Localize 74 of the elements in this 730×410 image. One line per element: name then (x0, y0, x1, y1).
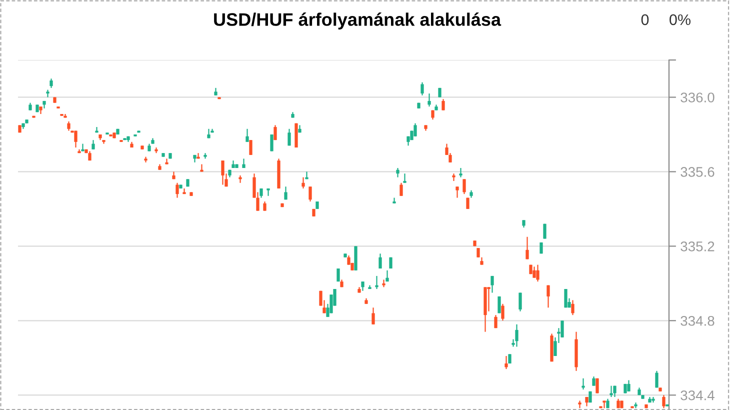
candlestick (305, 171, 308, 180)
candlestick (456, 186, 459, 198)
candlestick (252, 173, 256, 198)
candlestick (490, 275, 494, 294)
candlestick (536, 264, 540, 282)
candlestick (396, 167, 400, 178)
candlestick (302, 176, 305, 190)
candlestick (655, 370, 658, 388)
candlestick (274, 124, 277, 141)
candlestick (308, 186, 312, 202)
candlestick (592, 376, 596, 386)
candlestick (462, 178, 466, 195)
candlestick (200, 164, 204, 172)
candlestick (515, 324, 518, 348)
candlestick (74, 130, 78, 148)
candlestick (165, 158, 168, 165)
candlestick (445, 143, 448, 156)
candlestick (378, 253, 382, 270)
text: 0 (641, 14, 649, 26)
candlestick (420, 82, 424, 96)
candlestick (414, 122, 417, 137)
candlestick (508, 354, 512, 364)
candlestick (266, 188, 270, 196)
candlestick (176, 182, 179, 198)
candlestick (81, 143, 84, 152)
candlestick (442, 98, 445, 111)
candlestick (578, 400, 582, 409)
candlestick (602, 400, 606, 409)
candlestick (196, 152, 200, 160)
candlestick (46, 89, 50, 98)
candlestick (476, 247, 480, 258)
candlestick (662, 394, 666, 409)
candlestick (487, 286, 490, 312)
candlestick (284, 186, 288, 200)
candlestick (50, 78, 53, 88)
candlestick (532, 266, 536, 278)
candlestick (518, 292, 522, 312)
candlestick (154, 146, 158, 154)
candlestick (92, 140, 95, 150)
y-tick-label: 334.4 (680, 390, 714, 400)
candlestick (246, 128, 249, 142)
candlestick (526, 236, 529, 260)
candlestick (546, 284, 550, 308)
candlestick (249, 140, 252, 156)
chart-title: USD/HUF árfolyamának alakulása (214, 12, 502, 30)
text: 0% (670, 14, 690, 26)
y-tick-label: 335.6 (680, 167, 714, 177)
candlestick (288, 128, 291, 146)
candlestick (375, 275, 378, 290)
candlestick (610, 385, 613, 398)
candlestick (400, 182, 403, 196)
candlestick (382, 279, 386, 288)
candlestick (627, 380, 630, 392)
candlestick (336, 268, 340, 282)
candlestick (494, 314, 498, 329)
y-tick-label: 336.0 (680, 92, 714, 102)
candlestick (428, 92, 431, 108)
candlestick (501, 303, 504, 322)
y-tick-label: 334.8 (680, 316, 714, 326)
candlestick (242, 158, 246, 169)
candlestick (372, 307, 375, 325)
y-tick-label: 335.2 (680, 242, 714, 252)
candlestick (263, 200, 266, 212)
candlestick (67, 120, 70, 132)
candlestick (652, 396, 655, 404)
candlestick (452, 173, 456, 182)
candlestick (403, 173, 406, 184)
candlestick (582, 378, 585, 390)
candlestick (571, 300, 574, 316)
candlestick (238, 174, 242, 184)
candlestick (459, 167, 462, 178)
candlestick (504, 355, 508, 370)
candlestick (361, 280, 364, 292)
candlestick (221, 160, 224, 186)
